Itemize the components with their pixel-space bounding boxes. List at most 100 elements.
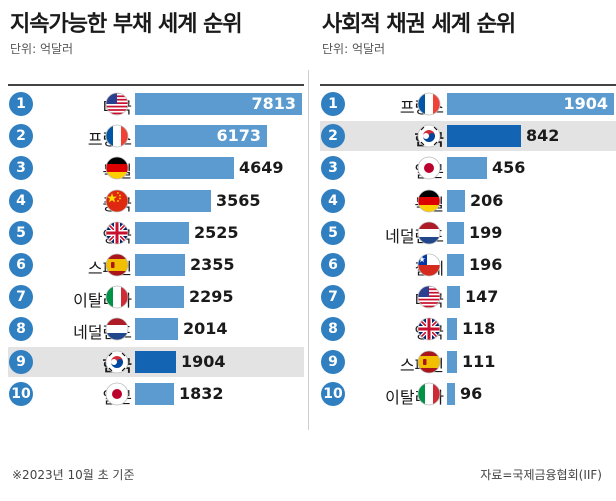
social-bond-panel: 사회적 채권 세계 순위 단위: 억달러 1프랑스19042한국8423일본45… [320, 0, 616, 470]
value-label: 118 [462, 319, 496, 339]
value-label: 2295 [189, 287, 234, 307]
bar [447, 350, 457, 373]
rank-badge: 8 [9, 317, 33, 342]
bar [447, 254, 464, 276]
bar-row: 5영국2525 [8, 218, 304, 248]
bar-row: 8 네덜란드 2014 [8, 314, 304, 344]
value-label: 147 [465, 287, 499, 307]
value-label: 842 [526, 126, 560, 146]
rank-badge: 6 [321, 253, 345, 277]
value-label: 196 [469, 255, 503, 274]
usa-flag-icon [417, 285, 441, 309]
uk-flag-icon [417, 317, 441, 341]
sustainable-debt-panel: 지속가능한 부채 세계 순위 단위: 억달러 1미국78132프랑스61733독… [8, 0, 304, 470]
bar-row: 2프랑스6173 [8, 121, 304, 151]
value-label: 1832 [179, 383, 224, 403]
panel-divider [308, 70, 309, 430]
korea-flag-icon [105, 350, 129, 374]
rank-badge: 1 [321, 92, 345, 116]
bar-row: 3일본456 [320, 153, 616, 183]
japan-flag-icon [417, 156, 441, 180]
usa-flag-icon [105, 92, 129, 116]
germany-flag-icon [417, 189, 441, 213]
germany-flag-icon [105, 156, 129, 180]
bar [447, 286, 460, 309]
bar-row: 7미국147 [320, 282, 616, 312]
bar [447, 221, 464, 244]
bar [135, 318, 178, 341]
korea-flag-icon [417, 124, 441, 148]
footnote: ※2023년 10월 초 기준 [12, 468, 135, 482]
chart-title: 지속가능한 부채 세계 순위 [10, 12, 243, 37]
bar-row: 6스페인2355 [8, 250, 304, 280]
chart-title: 사회적 채권 세계 순위 [322, 12, 516, 37]
bar-row: 5 네덜란드 199 [320, 218, 616, 248]
bar [447, 125, 521, 148]
unit-label: 단위: 억달러 [322, 42, 386, 56]
rank-badge: 3 [9, 156, 33, 181]
rank-badge: 4 [9, 188, 33, 213]
bar-row: 6칠레196 [320, 250, 616, 280]
rank-badge: 8 [321, 317, 345, 342]
value-label: 2525 [194, 222, 239, 242]
france-flag-icon [417, 92, 441, 116]
bar [135, 254, 185, 276]
value-label: 2355 [190, 255, 235, 274]
rank-badge: 1 [9, 92, 33, 116]
japan-flag-icon [105, 382, 129, 406]
netherlands-flag-icon [105, 317, 129, 341]
value-label: 4649 [239, 158, 284, 178]
value-label: 3565 [216, 190, 261, 210]
bar [135, 93, 302, 115]
value-label: 456 [492, 158, 526, 178]
rank-badge: 9 [321, 349, 345, 374]
bar-row: 3독일4649 [8, 153, 304, 183]
rank-badge: 3 [321, 156, 345, 181]
china-flag-icon [105, 189, 129, 213]
header-rule [8, 84, 304, 86]
spain-flag-icon [105, 253, 129, 277]
bar-row: 10일본1832 [8, 379, 304, 409]
value-label: 1904 [181, 351, 226, 371]
value-label: 2014 [183, 319, 228, 339]
value-label: 199 [469, 222, 503, 242]
bar [135, 350, 176, 373]
france-flag-icon [105, 124, 129, 148]
value-label: 206 [470, 190, 504, 210]
bar [135, 286, 184, 309]
bar [447, 382, 455, 405]
bar [447, 93, 614, 115]
value-label: 7813 [251, 94, 296, 113]
bar-row: 9스페인111 [320, 347, 616, 377]
uk-flag-icon [105, 221, 129, 245]
value-label: 1904 [563, 94, 608, 113]
rank-badge: 6 [9, 253, 33, 277]
netherlands-flag-icon [417, 221, 441, 245]
bar [135, 125, 267, 148]
rank-badge: 9 [9, 349, 33, 374]
rank-badge: 5 [321, 220, 345, 245]
rank-badge: 2 [321, 124, 345, 149]
rank-badge: 5 [9, 220, 33, 245]
bar-row: 1미국7813 [8, 89, 304, 119]
source-note: 자료=국제금융협회(IIF) [480, 468, 602, 482]
rank-badge: 2 [9, 124, 33, 149]
bar-row: 2한국842 [320, 121, 616, 152]
bar [447, 318, 457, 341]
bar-row: 7 이탈리아 2295 [8, 282, 304, 312]
bar [447, 157, 487, 180]
bar [135, 189, 211, 212]
value-label: 6173 [216, 126, 261, 146]
rank-badge: 4 [321, 188, 345, 213]
bar [135, 221, 189, 244]
rank-badge: 7 [9, 285, 33, 310]
bar-row: 1프랑스1904 [320, 89, 616, 119]
bar [135, 157, 234, 180]
value-label: 96 [460, 383, 483, 403]
rank-badge: 7 [321, 285, 345, 310]
unit-label: 단위: 억달러 [10, 42, 74, 56]
spain-flag-icon [417, 350, 441, 374]
bar [135, 382, 174, 405]
value-label: 111 [462, 351, 496, 371]
rank-badge: 10 [9, 381, 33, 406]
